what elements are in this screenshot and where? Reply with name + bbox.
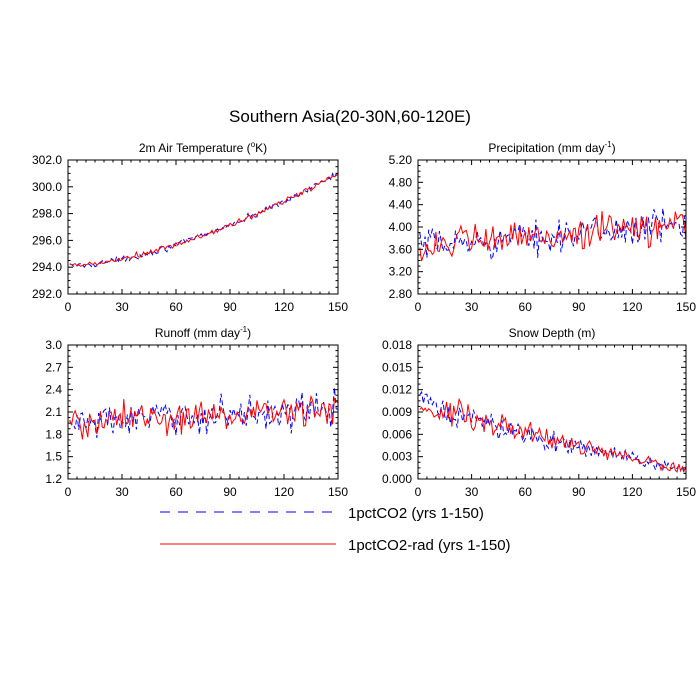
x-tick-label: 30 [115, 300, 129, 314]
y-tick-label: 2.4 [45, 383, 62, 397]
x-tick-label: 120 [622, 300, 642, 314]
legend-label-1pctco2: 1pctCO2 (yrs 1-150) [348, 505, 484, 522]
y-tick-label: 300.0 [32, 180, 62, 194]
x-tick-label: 90 [223, 300, 237, 314]
y-tick-label: 0.015 [382, 360, 412, 374]
y-tick-label: 1.2 [45, 472, 62, 486]
x-tick-label: 30 [115, 485, 129, 499]
x-tick-label: 120 [274, 485, 294, 499]
plot-frame [417, 159, 687, 295]
panel-0: 0 30 60 90 120 150 292.0 294.0 296.0 298.0 300.0 30… [32, 140, 348, 314]
y-tick-label: 0.009 [382, 405, 412, 419]
y-tick-label: 3.0 [45, 338, 62, 352]
x-tick-label: 150 [328, 300, 348, 314]
panel-title: Snow Depth (m) [509, 326, 596, 340]
y-tick-label: 1.8 [45, 427, 62, 441]
series-1pctco2-rad-line [419, 397, 686, 473]
x-tick-label: 90 [572, 300, 586, 314]
x-tick-label: 60 [519, 485, 533, 499]
figure-title: Southern Asia(20-30N,60-120E) [229, 107, 471, 126]
y-tick-label: 294.0 [32, 260, 62, 274]
plot-frame [67, 159, 339, 295]
y-tick-label: 296.0 [32, 233, 62, 247]
y-tick-label: 4.00 [389, 220, 413, 234]
x-tick-label: 0 [65, 300, 72, 314]
x-tick-label: 0 [415, 300, 422, 314]
y-tick-label: 298.0 [32, 207, 62, 221]
series-1pctco2-line [419, 390, 686, 474]
series-1pctco2-line [419, 208, 686, 262]
y-tick-label: 0.018 [382, 338, 412, 352]
panel-1: 0 30 60 90 120 150 2.80 3.20 3.60 4.00 4.40 4.80 5.2… [389, 140, 697, 314]
series-1pctco2-rad-line [69, 173, 338, 267]
x-tick-label: 60 [169, 485, 183, 499]
y-tick-label: 1.5 [45, 450, 62, 464]
y-tick-label: 0.012 [382, 383, 412, 397]
x-tick-label: 120 [274, 300, 294, 314]
y-tick-label: 2.80 [389, 287, 413, 301]
series-1pctco2-line [69, 171, 338, 269]
panel-2: 0 30 60 90 120 150 1.2 1.5 1.8 2.1 2.4 2.7 3.0 Runoff… [45, 325, 348, 499]
x-tick-label: 120 [622, 485, 642, 499]
panel-title: 2m Air Temperature (oK) [139, 140, 267, 155]
legend-label-1pctco2-rad: 1pctCO2-rad (yrs 1-150) [348, 537, 511, 554]
y-tick-label: 4.80 [389, 175, 413, 189]
y-tick-label: 2.7 [45, 360, 62, 374]
y-tick-label: 302.0 [32, 153, 62, 167]
x-tick-label: 150 [676, 485, 696, 499]
panel-title: Precipitation (mm day-1) [488, 140, 615, 155]
x-tick-label: 150 [676, 300, 696, 314]
y-tick-label: 0.000 [382, 472, 412, 486]
y-tick-label: 2.1 [45, 405, 62, 419]
y-tick-label: 0.003 [382, 450, 412, 464]
x-tick-label: 0 [65, 485, 72, 499]
y-tick-label: 0.006 [382, 427, 412, 441]
x-tick-label: 90 [223, 485, 237, 499]
y-tick-label: 3.20 [389, 265, 413, 279]
x-tick-label: 30 [465, 300, 479, 314]
y-tick-label: 4.40 [389, 198, 413, 212]
x-tick-label: 0 [415, 485, 422, 499]
y-tick-label: 3.60 [389, 242, 413, 256]
x-tick-label: 60 [169, 300, 183, 314]
x-tick-label: 60 [519, 300, 533, 314]
x-tick-label: 30 [465, 485, 479, 499]
legend: 1pctCO2 (yrs 1-150) 1pctCO2-rad (yrs 1-1… [160, 505, 511, 554]
y-tick-label: 292.0 [32, 287, 62, 301]
series-1pctco2-rad-line [419, 210, 686, 262]
x-tick-label: 150 [328, 485, 348, 499]
panel-title: Runoff (mm day-1) [155, 325, 251, 340]
panels: 0 30 60 90 120 150 292.0 294.0 296.0 298.0 300.0 30… [32, 140, 696, 499]
panel-3: 0 30 60 90 120 150 0.000 0.003 0.006 0.009 0.012 0.… [382, 326, 696, 499]
series-1pctco2-rad-line [69, 394, 338, 440]
x-tick-label: 90 [572, 485, 586, 499]
y-tick-label: 5.20 [389, 153, 413, 167]
plot-frame [417, 344, 687, 480]
